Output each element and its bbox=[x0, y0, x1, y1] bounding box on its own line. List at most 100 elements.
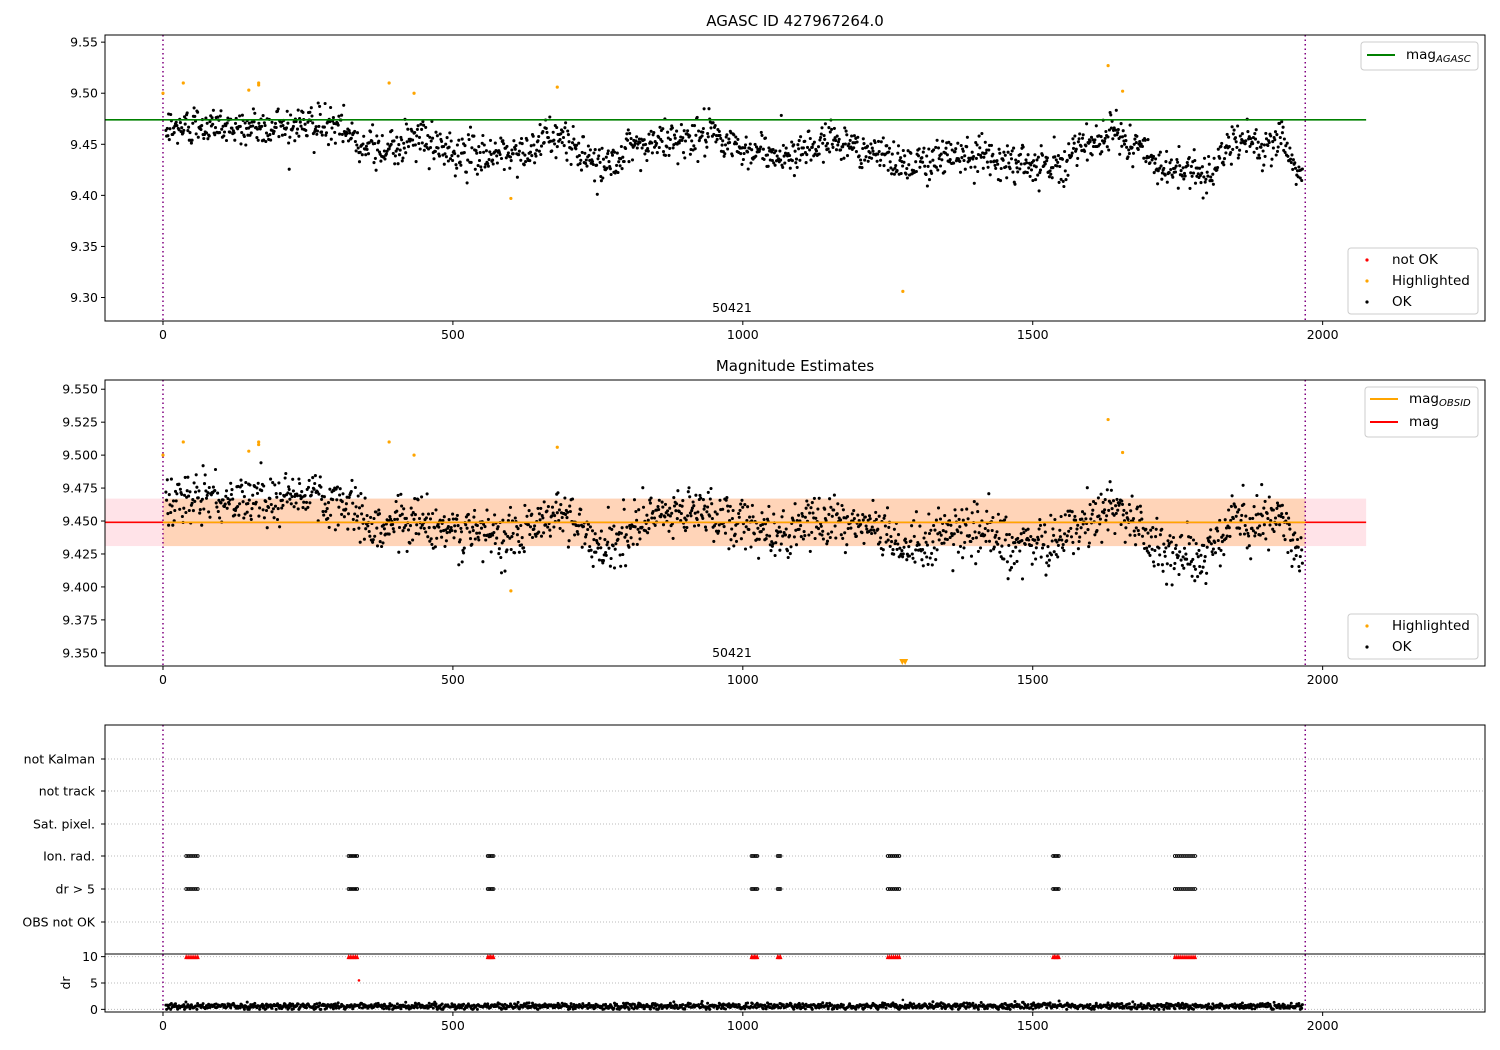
ok-point bbox=[1076, 156, 1080, 160]
ok-point bbox=[233, 138, 237, 142]
ok-point bbox=[315, 132, 319, 136]
ok-point bbox=[529, 144, 533, 148]
ok-point bbox=[178, 507, 182, 511]
ok-point bbox=[382, 149, 386, 153]
ok-point bbox=[286, 121, 290, 125]
ok-point bbox=[197, 489, 201, 493]
ok-point bbox=[1033, 153, 1037, 157]
ok-point bbox=[730, 516, 734, 521]
ok-point bbox=[683, 139, 688, 143]
ok-point bbox=[1270, 157, 1274, 161]
ok-point bbox=[648, 501, 652, 505]
ok-point bbox=[881, 553, 885, 557]
ok-point bbox=[1027, 538, 1031, 542]
ok-point bbox=[1298, 554, 1302, 559]
ok-point bbox=[976, 510, 980, 514]
ok-point bbox=[969, 539, 973, 544]
ok-point bbox=[1184, 552, 1188, 556]
ok-point bbox=[963, 167, 967, 171]
ok-point bbox=[304, 500, 309, 504]
ok-point bbox=[523, 503, 527, 507]
ok-point bbox=[792, 174, 796, 178]
dr-point bbox=[746, 1001, 750, 1005]
dr-point bbox=[962, 1001, 966, 1005]
ok-point bbox=[625, 132, 629, 136]
ok-point bbox=[593, 532, 597, 536]
ok-point bbox=[393, 517, 397, 521]
ok-point bbox=[586, 144, 590, 148]
ok-point bbox=[1128, 123, 1132, 127]
ok-point bbox=[767, 504, 771, 508]
ok-point bbox=[896, 144, 901, 148]
ok-point bbox=[1159, 164, 1163, 168]
ok-point bbox=[1234, 140, 1238, 144]
ok-point bbox=[596, 157, 600, 161]
ok-point bbox=[413, 513, 417, 517]
ok-point bbox=[1047, 175, 1051, 179]
ok-point bbox=[956, 550, 960, 554]
ok-point bbox=[568, 509, 572, 514]
ok-point bbox=[843, 142, 847, 146]
ok-point bbox=[444, 528, 448, 532]
ok-point bbox=[219, 109, 223, 113]
ok-point bbox=[812, 496, 816, 500]
ok-point bbox=[961, 556, 965, 560]
ok-point bbox=[751, 515, 755, 519]
ok-point bbox=[1014, 158, 1018, 162]
dr-point bbox=[404, 1000, 408, 1004]
ok-point bbox=[1271, 527, 1275, 531]
ok-point bbox=[508, 155, 513, 159]
ok-point bbox=[542, 500, 546, 504]
ok-point bbox=[580, 150, 584, 154]
ok-point bbox=[914, 160, 918, 164]
ok-point bbox=[921, 548, 925, 552]
ok-point bbox=[186, 475, 190, 479]
dr-point bbox=[434, 1002, 438, 1006]
ok-point bbox=[950, 534, 954, 538]
ok-point bbox=[651, 510, 655, 514]
ok-point bbox=[267, 505, 271, 510]
ok-point bbox=[564, 151, 568, 155]
ok-point bbox=[191, 509, 195, 513]
ok-point bbox=[882, 164, 886, 168]
ok-point bbox=[1252, 150, 1256, 154]
ok-point bbox=[357, 160, 362, 164]
dr-point bbox=[291, 1007, 295, 1011]
ok-point bbox=[181, 131, 185, 135]
ok-point bbox=[1058, 535, 1062, 539]
ok-point bbox=[276, 107, 280, 111]
dr-point bbox=[358, 1006, 361, 1009]
ok-point bbox=[900, 549, 904, 553]
ok-point bbox=[1142, 541, 1146, 546]
ok-point bbox=[765, 153, 770, 157]
ok-point bbox=[1246, 130, 1250, 134]
ok-point bbox=[1134, 543, 1138, 547]
ok-point bbox=[465, 526, 469, 530]
ok-point bbox=[187, 125, 191, 129]
ok-point bbox=[1052, 533, 1056, 537]
ok-point bbox=[247, 126, 251, 130]
dr-point bbox=[568, 1007, 572, 1011]
ok-point bbox=[768, 534, 772, 538]
ok-point bbox=[1238, 526, 1242, 530]
ok-point bbox=[730, 527, 734, 531]
ok-point bbox=[1061, 179, 1065, 183]
ok-point bbox=[1109, 126, 1113, 130]
ok-point bbox=[1231, 132, 1235, 136]
ok-point bbox=[1015, 559, 1019, 563]
ok-point bbox=[859, 158, 863, 162]
ok-point bbox=[519, 158, 523, 162]
ok-point bbox=[637, 508, 641, 512]
ok-point bbox=[667, 529, 671, 533]
panel2-legend-points: Highlighted OK bbox=[1347, 613, 1479, 660]
ok-point bbox=[932, 148, 936, 152]
ok-point bbox=[963, 154, 967, 158]
dr-point bbox=[450, 1002, 454, 1006]
ok-point bbox=[275, 517, 280, 522]
dr-point bbox=[258, 1007, 262, 1011]
ok-point bbox=[945, 153, 949, 157]
ok-point bbox=[1069, 535, 1074, 539]
ok-point bbox=[734, 135, 738, 139]
ok-point bbox=[1131, 165, 1135, 169]
dr-point bbox=[675, 1003, 679, 1007]
